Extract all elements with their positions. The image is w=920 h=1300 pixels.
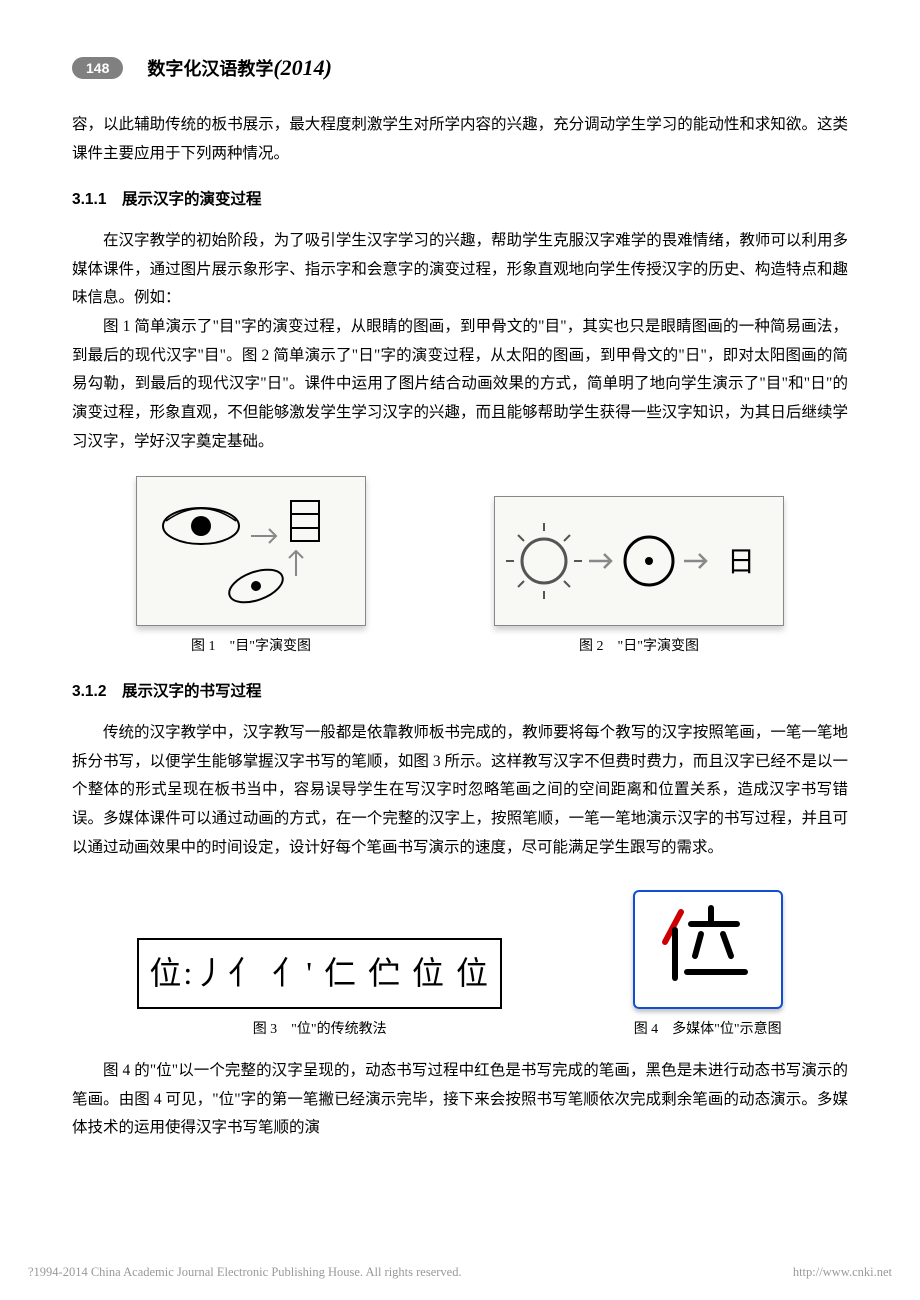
- section-311-heading: 3.1.1 展示汉字的演变过程: [72, 186, 848, 215]
- figure-4-block: 图 4 多媒体"位"示意图: [633, 890, 783, 1043]
- svg-text:日: 日: [727, 547, 755, 578]
- intro-continuation: 容，以此辅助传统的板书展示，最大程度刺激学生对所学内容的兴趣，充分调动学生学习的…: [72, 111, 848, 168]
- section-311-para1: 在汉字教学的初始阶段，为了吸引学生汉字学习的兴趣，帮助学生克服汉字难学的畏难情绪…: [72, 227, 848, 313]
- para-after-figures: 图 4 的"位"以一个完整的汉字呈现的，动态书写过程中红色是书写完成的笔画，黑色…: [72, 1057, 848, 1143]
- figure-3-strokes: 位:丿亻 亻' 仁 伫 位 位: [137, 938, 502, 1009]
- figure-2-image: 日: [494, 496, 784, 626]
- page-number-badge: 148: [72, 57, 123, 79]
- figure-2-caption: 图 2 "日"字演变图: [494, 634, 784, 660]
- footer-url: http://www.cnki.net: [793, 1265, 892, 1280]
- section-311-para2: 图 1 简单演示了"目"字的演变过程，从眼睛的图画，到甲骨文的"目"，其实也只是…: [72, 313, 848, 456]
- main-content: 容，以此辅助传统的板书展示，最大程度刺激学生对所学内容的兴趣，充分调动学生学习的…: [72, 111, 848, 1143]
- figure-3-block: 位:丿亻 亻' 仁 伫 位 位 图 3 "位"的传统教法: [137, 938, 502, 1043]
- header-title-text: 数字化汉语教学: [147, 59, 273, 79]
- figure-1-image: [136, 476, 366, 626]
- figure-3-caption: 图 3 "位"的传统教法: [137, 1017, 502, 1043]
- header-title: 数字化汉语教学(2014): [147, 55, 332, 81]
- section-312-para1: 传统的汉字教学中，汉字教写一般都是依靠教师板书完成的，教师要将每个教写的汉字按照…: [72, 719, 848, 862]
- eye-evolution-svg: [141, 481, 361, 621]
- wei-char-svg: [653, 900, 763, 988]
- figure-1-caption: 图 1 "目"字演变图: [136, 634, 366, 660]
- figure-4-caption: 图 4 多媒体"位"示意图: [633, 1017, 783, 1043]
- footer-copyright: ?1994-2014 China Academic Journal Electr…: [28, 1265, 462, 1280]
- page-footer: ?1994-2014 China Academic Journal Electr…: [28, 1265, 892, 1280]
- header-year: (2014): [273, 55, 332, 80]
- sun-evolution-svg: 日: [499, 501, 779, 621]
- figure-4-box: [633, 890, 783, 1009]
- page-header: 148 数字化汉语教学(2014): [72, 55, 848, 81]
- figure-1-block: 图 1 "目"字演变图: [136, 476, 366, 660]
- figures-row-1: 图 1 "目"字演变图: [92, 476, 828, 660]
- section-312-heading: 3.1.2 展示汉字的书写过程: [72, 678, 848, 707]
- figure-2-block: 日 图 2 "日"字演变图: [494, 496, 784, 660]
- page-container: 148 数字化汉语教学(2014) 容，以此辅助传统的板书展示，最大程度刺激学生…: [0, 0, 920, 1173]
- figures-row-2: 位:丿亻 亻' 仁 伫 位 位 图 3 "位"的传统教法 图 4 多媒体": [92, 890, 828, 1043]
